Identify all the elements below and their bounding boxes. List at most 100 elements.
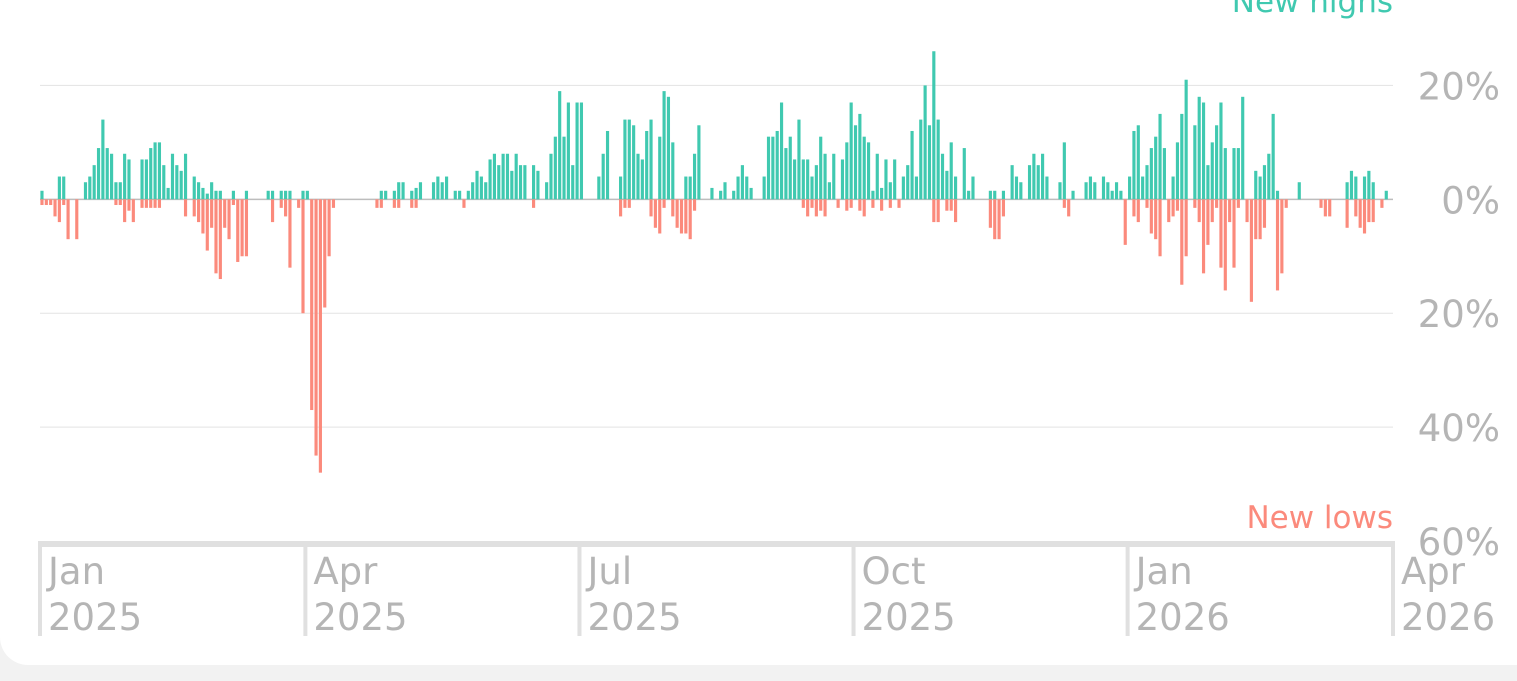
bar [1271, 113, 1275, 200]
bar [1132, 130, 1136, 200]
bar [1062, 199, 1066, 208]
bar [954, 176, 958, 200]
bar [632, 125, 636, 200]
bar [288, 199, 292, 268]
bar [231, 199, 235, 206]
bar [227, 199, 231, 240]
bar [101, 119, 105, 200]
bar [1228, 199, 1232, 223]
bar [653, 199, 657, 228]
bar [431, 182, 436, 200]
bar [1071, 190, 1075, 200]
bar [444, 176, 449, 200]
bar [940, 153, 945, 200]
bar [875, 153, 879, 200]
bar [192, 199, 196, 217]
bar [497, 165, 501, 200]
bar [575, 102, 579, 200]
bar [849, 199, 853, 208]
bar [88, 176, 92, 200]
bar [1258, 176, 1262, 200]
bar [710, 187, 714, 200]
bar [1136, 199, 1140, 223]
bar [801, 199, 805, 208]
bar [284, 199, 288, 217]
bar [288, 190, 292, 200]
bar [1254, 199, 1258, 240]
bar [1215, 125, 1219, 200]
bar [566, 102, 570, 200]
bar [636, 153, 640, 200]
bar [1323, 199, 1327, 217]
bar [801, 159, 805, 200]
bar [1275, 190, 1280, 200]
bar [906, 165, 910, 200]
bar [893, 159, 897, 200]
card [0, 0, 1517, 665]
bar [919, 119, 923, 200]
bar [1197, 199, 1201, 223]
bar [218, 199, 222, 280]
bar [1058, 182, 1062, 200]
x-tick-label: Jan 2025 [46, 550, 142, 639]
bar [1162, 148, 1166, 200]
bar [1358, 199, 1362, 228]
y-tick-label: 0% [1441, 179, 1500, 222]
bar [810, 199, 814, 208]
bar [675, 199, 679, 228]
bar [1141, 176, 1145, 200]
bar [967, 190, 971, 200]
bar [384, 190, 388, 200]
bar [762, 176, 766, 200]
bar [458, 190, 462, 200]
bar [471, 182, 475, 200]
bar [114, 182, 118, 200]
bar [244, 190, 249, 200]
bar [662, 91, 666, 200]
bar [57, 176, 61, 200]
bar [197, 182, 201, 200]
bar [1367, 199, 1371, 223]
bar [484, 182, 488, 200]
bar [192, 176, 196, 200]
bar [1106, 182, 1110, 200]
bar [1084, 182, 1088, 200]
bar [806, 159, 810, 200]
bar [597, 176, 601, 200]
bar [162, 165, 166, 200]
bar [414, 199, 418, 208]
bar [62, 199, 66, 206]
bar [832, 153, 836, 200]
bar [749, 187, 753, 200]
bar [1197, 96, 1201, 200]
bar [314, 199, 318, 456]
bar [1093, 182, 1097, 200]
bar [183, 199, 188, 217]
bar [684, 176, 688, 200]
bar [601, 153, 605, 200]
bar [1280, 199, 1284, 274]
bar [814, 165, 818, 200]
bar [775, 130, 779, 200]
bar [183, 153, 188, 200]
bar [49, 199, 53, 206]
bar [1149, 148, 1153, 200]
bar [793, 159, 797, 200]
bar [1319, 199, 1323, 208]
bar [231, 190, 235, 200]
bar [862, 136, 866, 200]
bar [510, 170, 514, 200]
bar [627, 199, 631, 208]
bar [379, 199, 383, 208]
bar [140, 199, 144, 208]
bar [845, 142, 849, 200]
bar [997, 199, 1001, 240]
bar [806, 199, 810, 217]
bar [144, 159, 148, 200]
bar [1362, 176, 1367, 200]
bar [397, 199, 401, 208]
bar [862, 199, 866, 217]
bar [771, 136, 775, 200]
bar [244, 199, 249, 257]
bar [858, 113, 862, 200]
